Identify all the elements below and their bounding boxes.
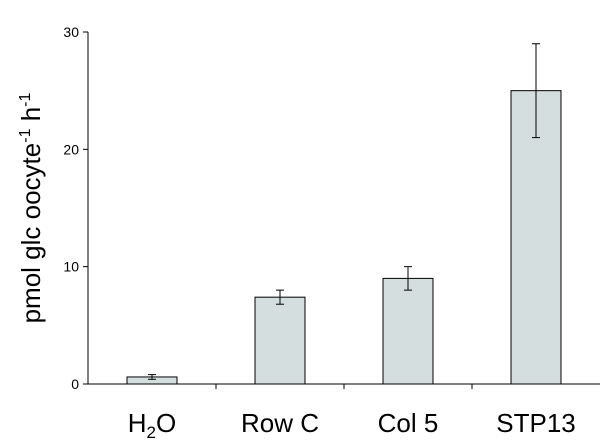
y-tick-label: 10 [63,259,79,275]
bar [382,277,434,385]
bar [254,296,306,385]
y-axis-label: pmol glc oocyte-1 h-1 [16,93,46,324]
y-tick-label: 0 [71,376,79,392]
y-tick-label: 20 [63,141,79,157]
category-label: Row C [241,408,319,438]
y-tick-label: 30 [63,24,79,40]
category-labels: H2O Row C Col 5 STP13 [128,408,576,441]
category-label: STP13 [496,408,576,438]
bars [126,43,562,385]
category-label: H2O [128,408,176,441]
category-label: Col 5 [378,408,439,438]
